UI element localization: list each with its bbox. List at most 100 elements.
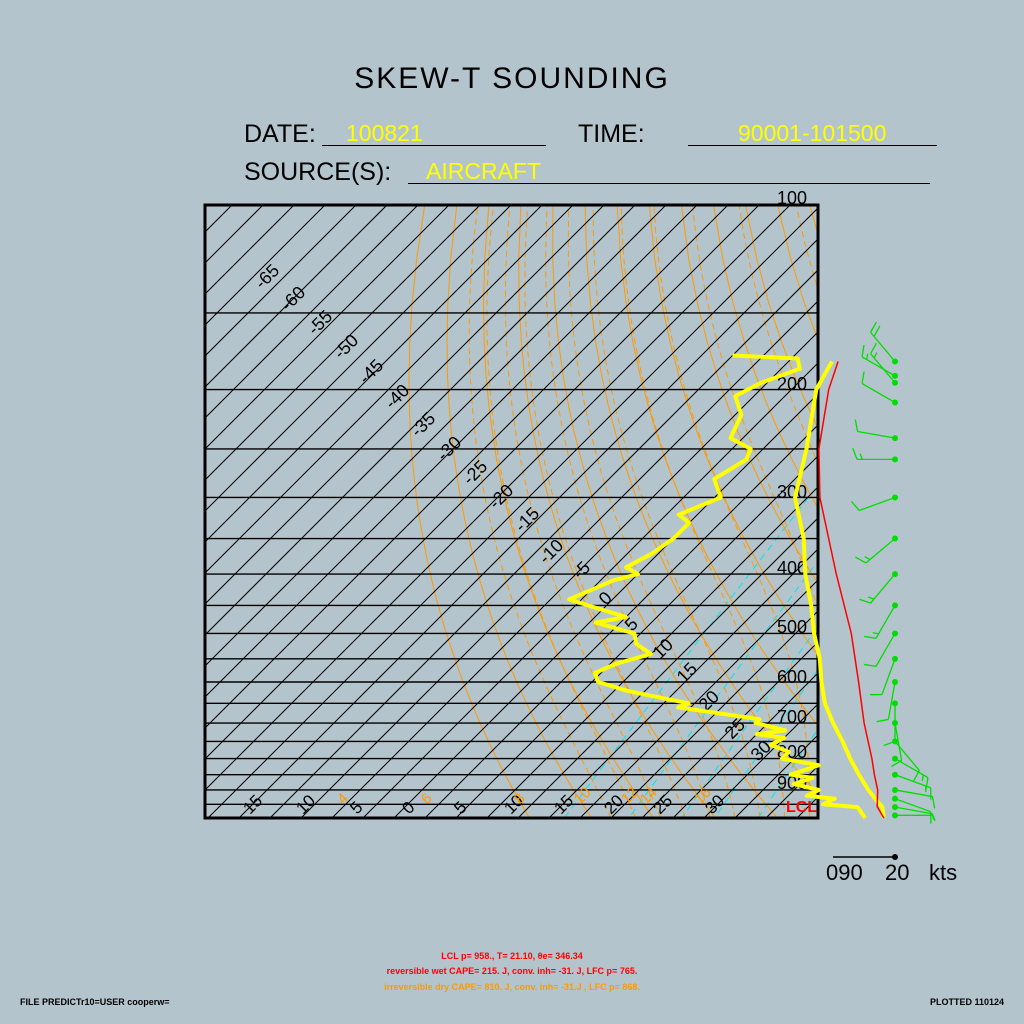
mixing-ratio-line [866, 205, 1024, 818]
source-label: SOURCE(S): [244, 158, 392, 186]
source-underline [408, 183, 930, 184]
dry-adiabats [408, 205, 1024, 818]
isotherm-line [205, 205, 419, 419]
isotherm-bottom-label: 0 [398, 798, 418, 818]
date-label: DATE: [244, 120, 316, 148]
dry-adiabat-line [777, 205, 818, 342]
isotherm-line [517, 517, 818, 818]
isotherm-line [205, 205, 450, 450]
isotherm-line [703, 703, 818, 818]
isotherm-label: -20 [485, 480, 518, 513]
plotted-info: PLOTTED 110124 [929, 997, 1004, 1007]
isotherm-line [796, 796, 818, 818]
dry-adiabat-line [906, 205, 1024, 818]
isotherm-line [207, 207, 818, 818]
isotherm-line [1014, 205, 1024, 818]
wind-barb-flag [925, 777, 929, 790]
isotherm-line [205, 205, 698, 698]
wind-barb-flag [912, 770, 920, 782]
wind-barb-flag [864, 556, 871, 561]
wind-barbs [850, 321, 936, 824]
isotherm-line [983, 205, 1024, 818]
isotherm-line [393, 393, 818, 818]
lcl-summary: LCL p= 958., T= 21.10, θe= 346.34 [441, 951, 583, 961]
wind-barb-shaft [870, 331, 896, 362]
isotherm-label: -5 [569, 557, 594, 582]
isotherm-line [362, 362, 818, 818]
moist-adiabat-line [933, 205, 1014, 818]
time-value: 90001-101500 [738, 120, 887, 146]
wind-barb-flag [859, 598, 871, 604]
date-underline [322, 145, 546, 146]
dry-adiabat-label: 6 [418, 790, 436, 808]
wind-legend-station [892, 854, 898, 860]
isotherm-line [205, 205, 481, 481]
wind-legend-direction: 090 [826, 860, 863, 885]
isotherm-line [205, 205, 357, 357]
wind-barb-flag [873, 352, 878, 359]
isobars [205, 205, 818, 818]
isotherm-line [890, 205, 1024, 818]
isotherm-label: -35 [407, 408, 440, 441]
dewpoint-trace [567, 353, 867, 820]
pressure-label: 400 [777, 558, 807, 578]
isotherm-line [672, 672, 818, 818]
wind-barb-flag [852, 447, 858, 460]
page-title: SKEW-T SOUNDING [354, 62, 670, 95]
mixing-ratio-line [888, 205, 1024, 818]
pressure-label: 100 [777, 188, 807, 208]
wind-barb-flag [855, 556, 867, 564]
pressure-label: 900 [777, 773, 807, 793]
wind-barb-flag [872, 632, 879, 635]
wind-barb-flag [854, 419, 859, 432]
wind-barb-flag [861, 344, 865, 357]
isotherm-line [205, 205, 512, 512]
isotherm-bottom-label: 10 [292, 791, 319, 818]
wind-barb-flag [921, 774, 924, 781]
time-underline [688, 145, 937, 146]
isotherm-line [859, 205, 1024, 818]
parcel-trace [818, 361, 885, 819]
isotherm-line [331, 331, 818, 818]
isotherm-line [205, 205, 605, 605]
isotherm-line [205, 205, 388, 388]
mixing-ratio-line [838, 205, 1024, 818]
wind-barb-shaft [894, 722, 903, 761]
isotherm-bottom-label: 5 [450, 798, 470, 818]
isotherm-line [205, 205, 326, 326]
moist-adiabat-line [867, 205, 957, 818]
wind-barb-shaft [894, 789, 933, 798]
isotherm-line [424, 424, 818, 818]
wind-barb-shaft [865, 538, 896, 564]
pressure-label: 300 [777, 482, 807, 502]
wind-barb-flag [870, 342, 878, 354]
isotherm-line [205, 205, 791, 791]
isotherm-line [610, 610, 818, 818]
dry-adiabat-line [938, 205, 1024, 818]
isotherm-line [205, 205, 667, 667]
isotherm-label: -25 [459, 456, 492, 489]
isotherm-line [548, 548, 818, 818]
wind-barb-shaft [894, 774, 931, 789]
plot-frame [203, 203, 820, 820]
wind-barb-shaft [875, 633, 896, 667]
wet-cape-summary: reversible wet CAPE= 215. J, conv. inh= … [386, 966, 638, 976]
isotherm-line [300, 300, 818, 818]
wind-barb-flag [870, 321, 878, 333]
isotherm-label: -40 [381, 380, 414, 413]
isotherm-label: -65 [251, 260, 284, 293]
traces: LCL [567, 353, 886, 820]
dry-adiabat-line [1002, 205, 1024, 818]
isotherm-line [205, 205, 760, 760]
dry-adiabat-line [874, 205, 1024, 818]
wind-barb-shaft [875, 605, 896, 639]
wind-legend-unit: kts [929, 860, 957, 885]
isotherm-line [828, 205, 1024, 818]
isotherm-line [205, 205, 233, 233]
pressure-label: 600 [777, 667, 807, 687]
wind-barb-shaft [894, 806, 933, 815]
wind-barb-flag [873, 325, 881, 337]
wind-legend-speed: 20 [885, 860, 909, 885]
wind-barb-shaft [870, 573, 896, 604]
